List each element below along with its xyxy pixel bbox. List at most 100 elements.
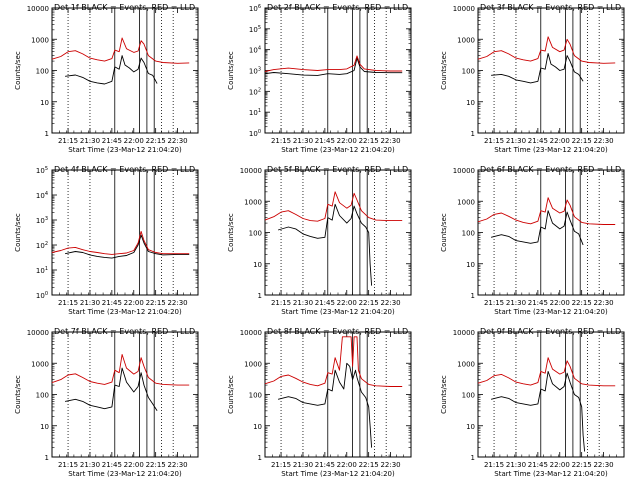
y-axis-label: Counts/sec: [440, 375, 448, 414]
x-tick-label: 22:15: [146, 137, 166, 145]
y-tick-exponent: 3: [45, 216, 48, 222]
y-tick-label: 1000: [244, 198, 262, 206]
y-tick-label: 10: [40, 423, 49, 431]
x-tick-label: 22:15: [146, 461, 166, 469]
y-tick-label: 100: [36, 68, 49, 76]
series-line-black: [490, 210, 584, 246]
x-tick-label: 22:15: [359, 137, 379, 145]
x-tick-label: 21:15: [58, 461, 78, 469]
y-tick-base: 10: [36, 242, 45, 250]
y-axis-label: Counts/sec: [440, 213, 448, 252]
x-tick-label: 22:00: [550, 299, 570, 307]
x-tick-label: 22:30: [380, 461, 400, 469]
plot-frame: [51, 7, 199, 134]
x-tick-label: 22:30: [380, 137, 400, 145]
series-line-black: [65, 367, 158, 412]
x-tick-label: 21:45: [102, 137, 122, 145]
x-tick-label: 22:30: [593, 137, 613, 145]
y-tick-label: 101: [36, 266, 48, 275]
y-tick-exponent: 1: [258, 108, 261, 114]
y-tick-label: 10000: [27, 329, 49, 337]
y-tick-label: 102: [36, 241, 48, 250]
y-tick-label: 100: [462, 230, 475, 238]
chart-title: Det 2f BLACK = Events, RED = LLD: [267, 3, 408, 12]
x-tick-label: 21:30: [80, 137, 100, 145]
x-axis-label: Start Time (23-Mar-12 21:04:20): [281, 470, 395, 478]
x-tick-label: 21:15: [271, 461, 291, 469]
y-tick-label: 10: [466, 99, 475, 107]
x-tick-label: 22:00: [337, 461, 357, 469]
x-tick-label: 21:45: [528, 461, 548, 469]
y-tick-exponent: 4: [45, 191, 48, 197]
y-tick-base: 10: [249, 47, 258, 55]
x-tick-label: 22:30: [167, 137, 187, 145]
y-tick-label: 10: [253, 423, 262, 431]
x-tick-label: 21:15: [484, 299, 504, 307]
x-axis-label: Start Time (23-Mar-12 21:04:20): [68, 308, 182, 316]
chart-panel: 1 10 100 1000 10000 21:15 21:30 21:45 22:00 22:15…: [440, 165, 625, 316]
y-tick-label: 106: [249, 4, 261, 13]
x-tick-label: 22:15: [359, 299, 379, 307]
x-tick-label: 22:15: [359, 461, 379, 469]
y-axis-label: Counts/sec: [227, 375, 235, 414]
x-tick-label: 21:15: [58, 137, 78, 145]
chart-title: Det 3f BLACK = Events, RED = LLD: [480, 3, 621, 12]
y-tick-label: 1: [258, 454, 262, 462]
x-tick-label: 21:45: [528, 137, 548, 145]
chart-title: Det 9f BLACK = Events, RED = LLD: [480, 327, 621, 336]
y-axis-label: Counts/sec: [14, 375, 22, 414]
chart-title: Det 4f BLACK = Events, RED = LLD: [54, 165, 195, 174]
y-tick-exponent: 2: [258, 87, 261, 93]
x-tick-label: 21:30: [80, 461, 100, 469]
y-tick-label: 1: [45, 130, 49, 138]
plot-frame: [477, 169, 625, 296]
chart-title: Det 6f BLACK = Events, RED = LLD: [480, 165, 621, 174]
y-tick-exponent: 6: [258, 4, 261, 10]
y-tick-label: 1: [45, 454, 49, 462]
x-axis-label: Start Time (23-Mar-12 21:04:20): [494, 146, 608, 154]
chart-panel: 1 10 100 1000 10000 21:15 21:30 21:45 22:00 22:15…: [227, 327, 412, 478]
x-tick-label: 22:15: [572, 299, 592, 307]
chart-panel: 1 10 100 1000 10000 21:15 21:30 21:45 22:00 22:15…: [14, 327, 199, 478]
y-tick-label: 100: [36, 291, 48, 300]
y-tick-base: 10: [36, 292, 45, 300]
x-tick-label: 22:00: [124, 137, 144, 145]
y-axis-label: Counts/sec: [14, 213, 22, 252]
x-tick-label: 21:45: [102, 299, 122, 307]
y-tick-label: 104: [36, 191, 48, 200]
series-line-red: [264, 191, 403, 222]
series-line-black: [491, 53, 584, 84]
y-tick-label: 100: [36, 392, 49, 400]
x-tick-label: 22:30: [167, 461, 187, 469]
y-tick-base: 10: [36, 167, 45, 175]
x-tick-label: 21:30: [293, 299, 313, 307]
y-axis-label: Counts/sec: [14, 51, 22, 90]
y-tick-label: 10000: [240, 167, 262, 175]
chart-panel: 1 10 100 1000 10000 21:15 21:30 21:45 22:00 22:15…: [440, 3, 625, 154]
y-tick-label: 10: [466, 261, 475, 269]
y-tick-exponent: 1: [45, 266, 48, 272]
plot-frame: [51, 331, 199, 458]
chart-panel: 1 10 100 1000 10000 21:15 21:30 21:45 22:00 22:15…: [227, 165, 412, 316]
x-tick-label: 22:15: [572, 461, 592, 469]
y-tick-label: 105: [36, 166, 48, 175]
x-tick-label: 21:45: [315, 461, 335, 469]
y-axis-label: Counts/sec: [440, 51, 448, 90]
y-tick-base: 10: [36, 267, 45, 275]
series-line-black: [65, 55, 158, 85]
y-tick-base: 10: [249, 130, 258, 138]
series-line-black: [264, 57, 403, 76]
x-tick-label: 22:30: [380, 299, 400, 307]
x-tick-label: 21:45: [528, 299, 548, 307]
chart-panel: 1 10 100 1000 10000 21:15 21:30 21:45 22:00 22:15…: [14, 3, 199, 154]
x-tick-label: 21:30: [80, 299, 100, 307]
plot-frame: [51, 169, 199, 296]
y-tick-exponent: 0: [45, 291, 48, 297]
plot-frame: [264, 169, 412, 296]
y-tick-label: 10000: [453, 5, 475, 13]
x-tick-label: 21:45: [315, 299, 335, 307]
y-tick-label: 105: [249, 25, 261, 34]
x-tick-label: 21:30: [293, 137, 313, 145]
x-tick-label: 22:00: [124, 461, 144, 469]
x-tick-label: 22:00: [337, 137, 357, 145]
